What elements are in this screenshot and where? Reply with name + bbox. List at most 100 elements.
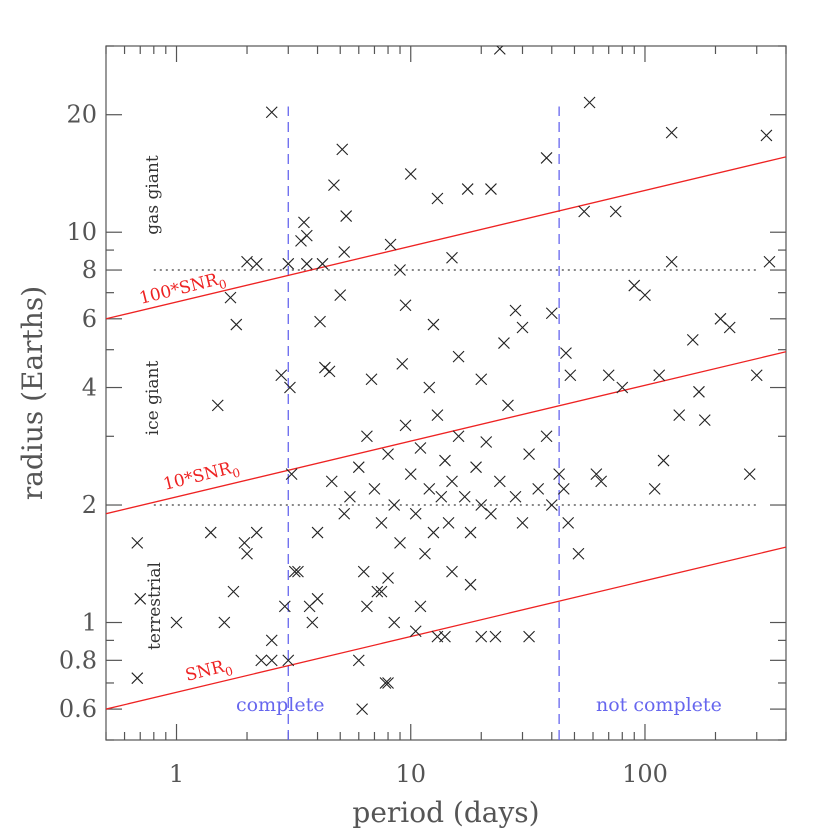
x-tick-label: 100 (622, 760, 668, 788)
data-point (288, 565, 301, 578)
100x-snr-label: 100*SNR0 (137, 268, 228, 312)
y-tick-label: 8 (82, 256, 97, 284)
data-point (394, 264, 406, 276)
data-point (616, 381, 629, 394)
data-point (657, 454, 670, 467)
data-point (375, 516, 388, 529)
data-point (435, 490, 448, 503)
x-axis-title: period (days) (352, 796, 539, 829)
data-point (265, 634, 278, 647)
snr-line (106, 546, 786, 710)
data-point (338, 246, 351, 258)
data-point (399, 299, 412, 312)
data-point (489, 630, 502, 643)
data-point (238, 536, 251, 549)
data-point (384, 238, 397, 251)
data-point (265, 106, 278, 119)
data-point (218, 616, 231, 629)
data-point (545, 307, 558, 320)
data-point (227, 585, 240, 598)
data-point (365, 373, 378, 386)
data-point (204, 526, 217, 539)
data-point (404, 468, 417, 481)
data-point (760, 129, 773, 142)
data-point (382, 677, 394, 689)
data-point (698, 414, 711, 427)
y-tick-label: 2 (82, 491, 97, 519)
data-point (458, 490, 471, 503)
data-point (250, 257, 263, 270)
data-point (275, 369, 288, 382)
data-point (485, 507, 497, 520)
data-point (498, 337, 510, 349)
data-point (409, 625, 422, 638)
data-point (532, 482, 545, 495)
data-point (583, 96, 596, 109)
data-point (250, 526, 263, 539)
data-point (357, 565, 370, 578)
snr-line (106, 156, 786, 320)
data-point (356, 703, 369, 715)
data-point (265, 654, 278, 667)
data-point (750, 369, 763, 382)
snr-reference-lines (106, 156, 786, 710)
data-point (442, 516, 455, 529)
data-point (131, 672, 144, 685)
data-point (493, 46, 506, 55)
data-point (230, 318, 243, 331)
data-point (431, 192, 444, 205)
data-point (382, 448, 394, 461)
snr-line (106, 351, 786, 515)
data-point (475, 630, 488, 643)
y-tick-label: 1 (82, 609, 97, 637)
data-point (311, 526, 324, 539)
data-point (602, 369, 615, 382)
data-point (446, 565, 458, 578)
data-point (595, 475, 608, 488)
data-point (693, 385, 705, 398)
data-point (292, 565, 304, 578)
data-point (285, 468, 298, 481)
data-point (446, 251, 458, 264)
data-point (419, 547, 431, 560)
complete-label: complete (236, 694, 324, 716)
plot-frame (105, 45, 787, 741)
data-point (325, 475, 338, 488)
data-point (328, 179, 340, 192)
completeness-lines (287, 106, 560, 740)
data-point (572, 547, 585, 560)
data-point (446, 475, 458, 488)
data-point (282, 654, 295, 667)
data-point (427, 318, 440, 331)
data-point (338, 507, 351, 520)
data-point (170, 616, 183, 629)
class-boundary-lines (153, 269, 757, 507)
x-tick-label: 1 (169, 760, 184, 788)
data-point (298, 216, 310, 229)
data-point (648, 482, 661, 495)
data-point (300, 257, 313, 270)
data-point (562, 516, 575, 529)
data-point (639, 289, 651, 302)
data-point (394, 536, 406, 549)
data-point (665, 255, 678, 268)
data-point (368, 482, 381, 495)
data-point (439, 454, 451, 467)
data-point (628, 279, 641, 292)
data-point (493, 475, 506, 488)
data-point (414, 442, 427, 454)
data-point (516, 516, 529, 529)
data-point (379, 677, 392, 689)
data-point (361, 430, 373, 443)
data-point (241, 547, 253, 560)
data-point (509, 304, 522, 317)
data-point (578, 205, 591, 218)
data-point (516, 321, 529, 334)
not-complete-label: not complete (596, 694, 722, 716)
data-point (314, 315, 326, 328)
data-point (609, 205, 622, 218)
data-point (361, 600, 373, 613)
x-tick-labels: 1 10 100 (169, 760, 668, 788)
